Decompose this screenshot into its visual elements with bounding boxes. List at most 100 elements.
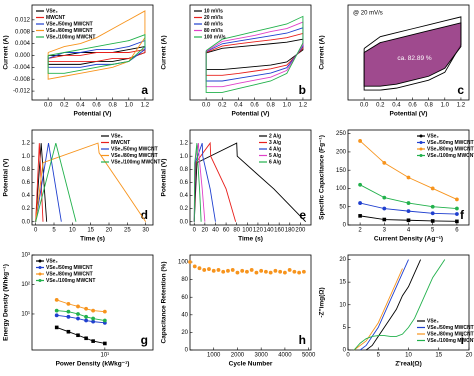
legend-label: 4 A/g [269,146,281,152]
x-tick-label: 0.8 [108,103,117,109]
y-tick-label: 0.4 [180,193,189,199]
legend-label: VSe₂ [46,8,58,14]
legend-marker [38,266,42,269]
x-tick-label: 160 [274,228,285,234]
y-axis-title: Current (A) [319,35,326,69]
y-tick-label: 5 [343,325,347,331]
x-tick-label: 1.0 [125,103,134,109]
y-tick-label: 0.008 [15,29,31,35]
y-tick-label: -0.012 [13,89,31,95]
y-axis-title: Specific Capacitance (Fg⁻¹) [319,135,326,220]
filled-loop [363,22,462,87]
y-tick-label: 10² [21,282,30,288]
marker [91,319,96,324]
panel: 1000 2000 3000 4000 5000 0 20 40 60 80 100 Cycle Nu… [161,254,316,368]
series-line [35,142,77,222]
y-tick-label: 100 [336,186,347,192]
x-tick-label: 25 [124,228,131,234]
legend-label: 3 A/g [269,140,281,146]
series-line [56,299,105,313]
panel: 0 20 40 60 80 100 120 140 160 180 200 0.0 0.2 0.4 0.6 0… [161,129,312,243]
x-tick-label: 0.0 [360,103,369,109]
y-tick-label: 0.8 [22,167,31,173]
x-tick-label: 1.2 [299,103,308,109]
marker [430,186,435,191]
x-axis-title: Current Density (Ag⁻¹) [374,236,443,243]
y-tick-label: 200 [336,150,347,156]
annotation: ca. 82.89 % [397,55,432,62]
y-axis-title: Energy Density (Whkg⁻¹) [3,264,10,341]
x-tick-label: 140 [264,228,275,234]
marker [278,269,283,274]
x-tick-label: 0.8 [424,103,433,109]
x-tick-label: 1.0 [441,103,450,109]
legend-label: VSe₂/100mg MWCNT [427,338,474,344]
marker [102,309,107,314]
y-axis-title: Potential (V) [161,159,168,197]
y-tick-label: 0.2 [22,206,31,212]
legend-label: VSe₂/80mg MWCNT [427,331,474,337]
y-tick-label: 10³ [21,253,30,259]
panel-label: e [299,208,306,222]
y-tick-label: 1.0 [180,154,189,160]
marker [91,316,96,321]
marker [91,339,95,343]
series-line [353,268,403,351]
marker [287,268,292,272]
legend-label: MWCNT [111,140,130,146]
y-tick-label: 10¹ [21,312,30,318]
marker [102,318,107,323]
marker [235,270,240,275]
marker [382,195,387,200]
marker [358,214,362,218]
legend-label: 100 mV/s [204,34,226,40]
x-tick-label: 1.2 [457,103,466,109]
series-line [35,143,62,222]
y-axis-title: -Z''img(Ω) [319,287,326,317]
y-tick-label: 0 [343,223,347,229]
series-line [365,259,422,351]
marker [406,175,411,180]
x-tick-label: 2 [358,228,362,234]
x-tick-label: 0 [193,228,197,234]
marker [406,209,411,214]
x-tick-label: 0.4 [392,103,401,109]
y-tick-label: 150 [336,168,347,174]
y-tick-label: 1.2 [180,141,189,147]
y-tick-label: 250 [336,131,347,137]
x-axis-title: Potential (V) [74,111,112,118]
plot-frame [189,129,312,226]
series-line [193,142,307,223]
legend-label: VSe₂/50mg MWCNT [46,265,93,271]
marker [221,269,226,274]
marker [273,268,278,273]
x-tick-label: 20 [106,228,113,234]
x-tick-label: 40 [212,228,219,234]
y-tick-label: 1.0 [22,154,31,160]
series-line [35,142,147,222]
x-tick-label: 60 [223,228,230,234]
x-tick-label: 5 [377,353,381,359]
series-line [47,48,146,62]
panel-label: b [299,83,306,97]
marker [197,266,202,271]
x-tick-label: 3000 [254,353,268,359]
y-tick-label: 60 [181,295,188,301]
legend-marker [38,279,42,282]
marker [91,308,96,313]
legend-label: VSe₂/50mg MWCNT [46,21,93,27]
x-tick-label: 6 [455,228,459,234]
x-tick-label: 5 [52,228,56,234]
legend-label: VSe₂/80mg MWCNT [111,153,158,159]
x-axis-title: Cycle Number [229,361,273,368]
legend-label: 40 mV/s [204,21,223,27]
marker [66,301,71,306]
series-line [56,310,105,321]
x-tick-label: 0.2 [218,103,227,109]
x-axis-title: Time (s) [238,236,263,243]
legend-label: MWCNT [46,15,65,21]
legend-label: VSe₂/80mg MWCNT [427,146,474,152]
x-tick-label: 180 [285,228,296,234]
x-tick-label: 0 [346,353,350,359]
